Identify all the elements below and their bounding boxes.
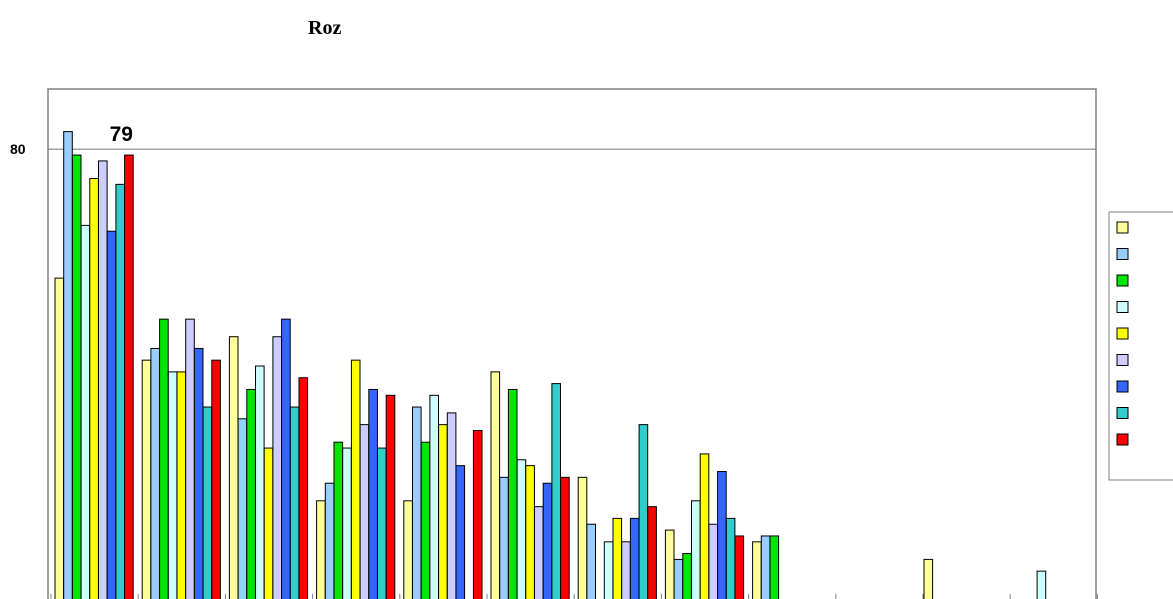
bar: [673, 558, 684, 599]
legend-swatch: [1116, 433, 1129, 446]
bar: [159, 318, 169, 599]
bar: [525, 465, 535, 599]
bar: [176, 371, 187, 599]
bar: [586, 523, 597, 599]
bar: [298, 377, 309, 599]
bar: [403, 500, 413, 599]
y-axis: 80: [10, 141, 26, 157]
bar: [193, 347, 204, 599]
legend: [1108, 211, 1173, 481]
bar: [560, 476, 570, 599]
bar: [141, 359, 152, 599]
bar: [612, 517, 623, 599]
bars: [50, 131, 1098, 599]
y-tick-label: 80: [10, 141, 26, 157]
bar: [89, 178, 99, 599]
bar: [324, 482, 335, 599]
bar: [106, 230, 117, 599]
bar: [281, 318, 291, 599]
bar: [316, 500, 326, 599]
bar: [350, 359, 361, 599]
bar: [490, 371, 501, 599]
bar: [438, 424, 448, 599]
data-label: 79: [110, 123, 133, 146]
bar: [80, 224, 91, 599]
bar: [124, 154, 134, 599]
bar: [263, 447, 274, 599]
bar: [63, 131, 73, 599]
bar: [577, 476, 588, 599]
bar: [185, 318, 195, 599]
bar: [202, 406, 213, 599]
bar: [211, 359, 221, 599]
bar: [638, 424, 649, 599]
bar: [272, 336, 282, 599]
bar: [734, 535, 745, 599]
bar: [455, 465, 466, 599]
bar: [246, 388, 256, 599]
legend-swatch: [1116, 407, 1129, 419]
bar: [499, 476, 509, 599]
bar: [682, 553, 692, 599]
bar: [691, 500, 701, 599]
bar: [342, 447, 352, 599]
bar: [629, 517, 640, 599]
bar: [446, 412, 457, 599]
bar: [760, 535, 771, 599]
bar: [429, 394, 439, 599]
bar: [664, 529, 675, 599]
bar: [359, 424, 370, 599]
bar: [289, 406, 300, 599]
bar: [923, 558, 934, 599]
bar: [333, 441, 344, 599]
bar: [237, 418, 248, 599]
bar: [699, 453, 710, 599]
bar: [621, 541, 631, 599]
bar: [420, 441, 431, 599]
bar: [717, 471, 727, 599]
bar: [472, 429, 483, 599]
legend-swatch: [1116, 327, 1129, 340]
bar: [603, 541, 614, 599]
bar: [115, 183, 126, 599]
bar: [516, 459, 527, 599]
bar: [708, 523, 719, 599]
bar: [150, 347, 160, 599]
legend-swatch: [1116, 354, 1129, 366]
bar: [1036, 570, 1047, 599]
legend-swatch: [1116, 274, 1129, 287]
legend-swatch: [1116, 380, 1129, 393]
data-labels: 79: [110, 123, 133, 146]
legend-swatch: [1116, 221, 1129, 234]
bar: [769, 535, 780, 599]
bar: [71, 154, 82, 599]
legend-swatch: [1116, 248, 1129, 260]
bar: [54, 277, 65, 599]
bar: [377, 447, 387, 599]
plot-area: [47, 88, 1097, 599]
bar: [98, 160, 108, 599]
bar: [534, 506, 544, 599]
bar: [385, 394, 396, 599]
bar: [412, 406, 422, 599]
bar: [542, 482, 553, 599]
bar: [507, 388, 518, 599]
bar: [368, 388, 378, 599]
chart-title: Roz: [308, 17, 341, 39]
bar: [752, 541, 762, 599]
bar: [725, 517, 736, 599]
bar: [551, 383, 562, 599]
bar: [647, 506, 657, 599]
bar: [228, 336, 239, 599]
legend-swatch: [1116, 301, 1129, 313]
bar: [255, 365, 265, 599]
bar: [167, 371, 178, 599]
